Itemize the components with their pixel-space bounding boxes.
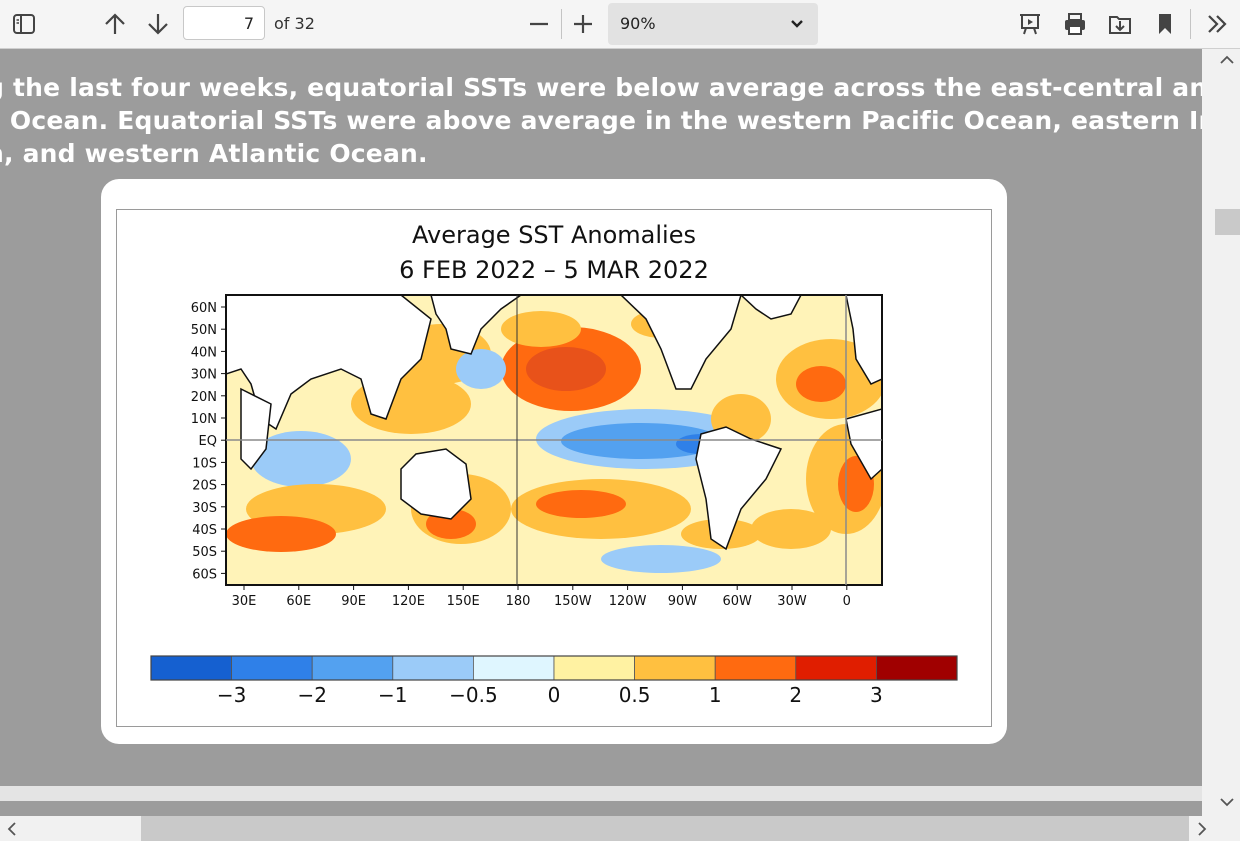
chevron-up-icon[interactable] [1219,53,1235,67]
text-line: g the last four weeks, equatorial SSTs w… [0,73,1202,102]
latitude-label: 30S [192,501,217,516]
document-viewer: g the last four weeks, equatorial SSTs w… [0,49,1202,786]
pdf-toolbar: of 32 90% [0,0,1240,49]
bookmark-icon [1159,14,1171,34]
minus-icon [530,22,548,26]
longitude-label: 90W [668,594,698,609]
page-body-text: g the last four weeks, equatorial SSTs w… [0,71,1202,170]
colorbar-label: −0.5 [449,683,498,707]
presentation-icon [1020,14,1040,35]
longitude-label: 0 [843,594,851,609]
latitude-label: 20N [191,390,217,405]
zoom-select[interactable]: 90% [608,3,818,45]
colorbar-swatch [553,655,635,681]
vertical-scroll-thumb[interactable] [1215,209,1240,235]
longitude-label: 60E [286,594,311,609]
previous-page-button[interactable] [97,6,133,42]
chevron-right-icon[interactable] [1195,821,1209,837]
latitude-label: EQ [199,434,217,449]
zoom-out-button[interactable] [521,6,557,42]
latitude-label: 10N [191,412,217,427]
sidebar-toggle-button[interactable] [6,6,42,42]
latitude-label: 60S [192,567,217,582]
text-line: c Ocean. Equatorial SSTs were above aver… [0,106,1202,135]
vertical-scrollbar[interactable] [1202,49,1240,819]
colorbar-label: 1 [709,683,722,707]
longitude-label: 30E [232,594,257,609]
latitude-label: 30N [191,368,217,383]
colorbar-swatch [392,655,474,681]
colorbar-label: −2 [297,683,326,707]
arrow-down-icon [148,14,168,35]
more-tools-button[interactable] [1199,6,1235,42]
longitude-axis: 30E 60E 90E 120E 150E 180 150W 120W 90W 60W 30W 0 [232,585,851,609]
double-chevron-right-icon [1208,15,1227,33]
longitude-label: 30W [777,594,807,609]
arrow-up-icon [105,13,125,34]
colorbar-border [150,655,958,681]
latitude-label: 50N [191,323,217,338]
page-number-input[interactable] [183,6,265,40]
bookmark-button[interactable] [1147,6,1183,42]
text-line: n, and western Atlantic Ocean. [0,139,428,168]
colorbar-swatch [795,655,877,681]
longitude-label: 90E [341,594,366,609]
chevron-down-icon [791,20,803,28]
colorbar-label: 0 [548,683,561,707]
longitude-label: 120W [609,594,647,609]
longitude-label: 120E [392,594,425,609]
zoom-value: 90% [620,14,656,33]
colorbar-swatch [634,655,716,681]
chevron-down-icon[interactable] [1219,795,1235,809]
print-icon [1065,13,1085,35]
presentation-button[interactable] [1012,6,1048,42]
page-count-label: of 32 [274,14,315,33]
save-button[interactable] [1102,6,1138,42]
longitude-label: 150W [554,594,592,609]
horizontal-scrollbar[interactable] [0,816,1240,841]
longitude-label: 150E [447,594,480,609]
latitude-label: 40S [192,523,217,538]
longitude-label: 180 [506,594,531,609]
toolbar-divider [1190,9,1191,39]
colorbar-label: 2 [789,683,802,707]
sidebar-toggle-icon [13,14,35,34]
latitude-label: 20S [192,479,217,494]
figure-card: Average SST Anomalies 6 FEB 2022 – 5 MAR… [101,179,1007,744]
toolbar-divider [561,9,562,39]
colorbar: −3 −2 −1 −0.5 0 0.5 1 2 3 [150,655,958,707]
save-icon [1109,16,1131,34]
colorbar-swatch [150,655,232,681]
next-page-button[interactable] [140,6,176,42]
latitude-label: 60N [191,301,217,316]
horizontal-scroll-thumb[interactable] [141,816,1189,841]
chevron-left-icon[interactable] [5,821,19,837]
next-page-edge [0,801,1202,816]
plus-icon [574,15,592,33]
latitude-label: 10S [192,456,217,471]
colorbar-swatch [231,655,313,681]
figure-subtitle: 6 FEB 2022 – 5 MAR 2022 [399,256,709,284]
colorbar-swatch [311,655,394,681]
latitude-label: 40N [191,345,217,360]
print-button[interactable] [1057,6,1093,42]
colorbar-swatch [714,655,797,681]
sst-anomaly-map [226,295,882,585]
colorbar-swatch [876,655,958,681]
page-gap [0,786,1202,801]
colorbar-label: 3 [870,683,883,707]
colorbar-label: −3 [217,683,246,707]
latitude-label: 50S [192,545,217,560]
zoom-in-button[interactable] [565,6,601,42]
colorbar-label: 0.5 [619,683,651,707]
longitude-label: 60W [722,594,752,609]
figure-frame [116,209,992,727]
colorbar-label: −1 [378,683,407,707]
figure-title: Average SST Anomalies [412,221,696,249]
latitude-axis: 60N 50N 40N 30N 20N 10N EQ 10S 20S 30S 40S 50S 60S [191,301,226,582]
colorbar-swatch [472,655,555,681]
sst-anomaly-figure: Average SST Anomalies 6 FEB 2022 – 5 MAR… [150,221,958,707]
